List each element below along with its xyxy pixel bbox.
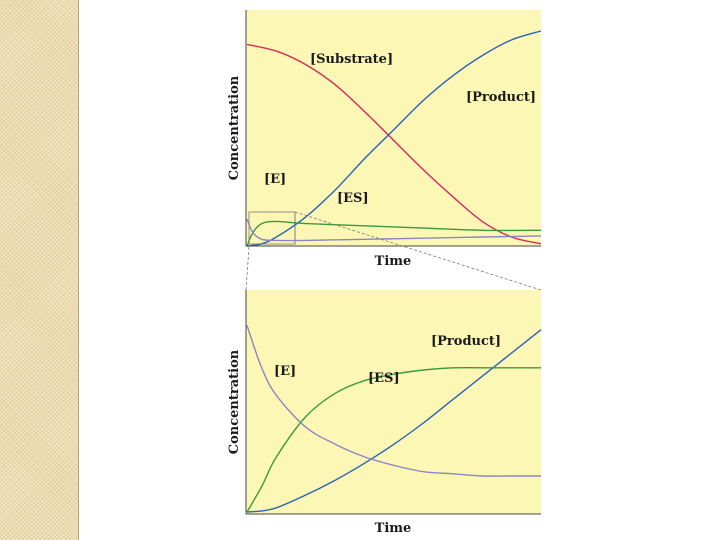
top-label-product: [Product] bbox=[466, 90, 536, 105]
top-label-substrate: [Substrate] bbox=[310, 52, 393, 67]
top-chart-background bbox=[246, 10, 541, 246]
bottom-chart-background bbox=[246, 290, 541, 514]
bottom-chart: [Product] [E] [ES] Time Concentration bbox=[227, 290, 542, 536]
bottom-label-e: [E] bbox=[274, 364, 296, 379]
bottom-series-es-line bbox=[246, 366, 541, 513]
bottom-label-es: [ES] bbox=[368, 371, 400, 386]
top-chart: [Substrate] [Product] [E] [ES] Time Conc… bbox=[227, 10, 542, 269]
zoom-connector-left bbox=[245, 246, 250, 291]
decorative-side-strip bbox=[0, 0, 79, 540]
top-x-axis-title: Time bbox=[375, 254, 412, 269]
top-label-es: [ES] bbox=[337, 191, 369, 206]
top-label-e: [E] bbox=[264, 172, 286, 187]
top-series-substrate-line bbox=[246, 43, 542, 245]
top-series-es-line bbox=[246, 220, 542, 247]
top-series-e-line bbox=[246, 218, 542, 242]
top-y-axis-title: Concentration bbox=[227, 75, 242, 180]
bottom-label-product: [Product] bbox=[431, 334, 501, 349]
bottom-x-axis-title: Time bbox=[375, 521, 412, 536]
zoom-connector-right bbox=[294, 211, 542, 291]
bottom-series-e-line bbox=[246, 325, 541, 477]
bottom-y-axis-title: Concentration bbox=[227, 349, 242, 454]
bottom-series-product-line bbox=[246, 329, 542, 513]
top-series-product-line bbox=[246, 30, 542, 247]
